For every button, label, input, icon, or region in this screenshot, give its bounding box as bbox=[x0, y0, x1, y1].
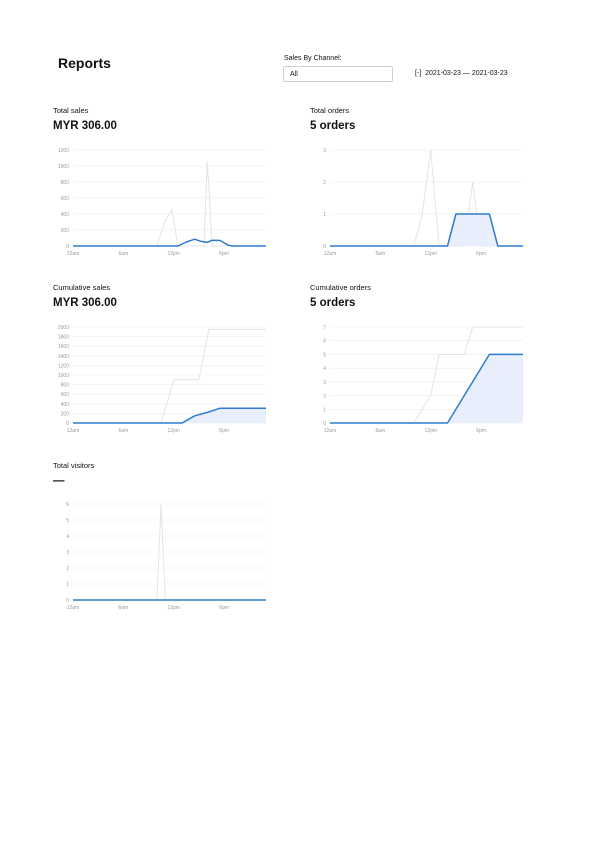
date-range-picker[interactable]: [-] 2021-03-23 — 2021-03-23 bbox=[415, 70, 508, 77]
sales-channel-select[interactable]: All bbox=[283, 66, 393, 82]
y-tick-label: 200 bbox=[61, 228, 70, 234]
current-series-line bbox=[73, 238, 266, 247]
y-tick-label: 6 bbox=[66, 502, 69, 508]
total-visitors-chart: 0 1 2 3 4 5 6 12am 6am 12pm 6pm bbox=[66, 502, 266, 611]
y-tick-label: 3 bbox=[323, 148, 326, 154]
card-value: — bbox=[53, 475, 65, 487]
x-tick-label: 6am bbox=[118, 605, 128, 611]
y-tick-label: 400 bbox=[61, 402, 70, 408]
card-title: Cumulative sales bbox=[53, 283, 111, 292]
y-tick-label: 6 bbox=[323, 339, 326, 345]
card-total-orders: Total orders 5 orders bbox=[310, 106, 525, 256]
card-cumulative-orders: Cumulative orders 5 orders bbox=[310, 283, 525, 433]
y-tick-label: 0 bbox=[323, 421, 326, 427]
x-tick-label: 6pm bbox=[219, 605, 229, 611]
x-tick-label: 6am bbox=[375, 251, 385, 257]
y-tick-label: 400 bbox=[61, 212, 70, 218]
x-tick-label: 12am bbox=[67, 428, 80, 434]
y-tick-label: 200 bbox=[61, 411, 70, 417]
x-tick-label: 12pm bbox=[167, 428, 180, 434]
y-tick-label: 800 bbox=[61, 383, 70, 389]
y-tick-label: 2 bbox=[323, 180, 326, 186]
y-tick-label: 800 bbox=[61, 180, 70, 186]
cumulative-sales-chart: 0 200 400 600 800 1000 1200 1400 1600 1800 2000 12a… bbox=[58, 325, 266, 434]
current-series-area bbox=[73, 408, 266, 423]
card-value: 5 orders bbox=[310, 297, 356, 309]
x-tick-label: 6pm bbox=[219, 251, 229, 257]
y-tick-label: 1600 bbox=[58, 344, 69, 350]
x-tick-label: 12pm bbox=[167, 251, 180, 257]
x-tick-label: 12pm bbox=[424, 428, 437, 434]
card-title: Total visitors bbox=[53, 461, 95, 470]
x-tick-label: 12am bbox=[324, 428, 337, 434]
card-title: Cumulative orders bbox=[310, 283, 371, 292]
x-tick-label: 12pm bbox=[424, 251, 437, 257]
current-series-line bbox=[330, 353, 523, 424]
y-tick-label: 1 bbox=[66, 582, 69, 588]
total-orders-chart: 0 1 2 3 12am 6am 12pm 6pm bbox=[323, 148, 523, 257]
y-tick-label: 600 bbox=[61, 392, 70, 398]
card-total-visitors: Total visitors — bbox=[53, 461, 268, 611]
y-tick-label: 1000 bbox=[58, 164, 69, 170]
y-tick-label: 1400 bbox=[58, 354, 69, 360]
x-tick-label: 6pm bbox=[219, 428, 229, 434]
y-tick-label: 2 bbox=[323, 394, 326, 400]
sales-by-channel-label: Sales By Channel: bbox=[284, 55, 342, 62]
x-tick-label: 6am bbox=[118, 428, 128, 434]
card-value: 5 orders bbox=[310, 120, 356, 132]
y-tick-label: 2000 bbox=[58, 325, 69, 331]
x-tick-label: 12am bbox=[324, 251, 337, 257]
y-tick-label: 3 bbox=[323, 380, 326, 386]
current-series-line bbox=[330, 213, 523, 247]
card-title: Total sales bbox=[53, 106, 89, 115]
card-value: MYR 306.00 bbox=[53, 120, 117, 132]
y-tick-label: 1800 bbox=[58, 335, 69, 341]
x-tick-label: 6am bbox=[118, 251, 128, 257]
x-tick-label: 12pm bbox=[167, 605, 180, 611]
current-series-line bbox=[73, 407, 266, 424]
x-tick-label: 6pm bbox=[476, 251, 486, 257]
comparison-series-line bbox=[73, 161, 266, 247]
y-tick-label: 4 bbox=[66, 534, 69, 540]
y-tick-label: 0 bbox=[323, 244, 326, 250]
card-title: Total orders bbox=[310, 106, 350, 115]
total-sales-chart: 0 200 400 600 800 1000 1200 12am 6am 12pm 6pm bbox=[58, 148, 266, 257]
y-tick-label: 1200 bbox=[58, 363, 69, 369]
y-tick-label: 1 bbox=[323, 407, 326, 413]
date-range-text: 2021-03-23 — 2021-03-23 bbox=[425, 70, 508, 77]
y-tick-label: 0 bbox=[66, 244, 69, 250]
page-title: Reports bbox=[58, 55, 111, 71]
y-tick-label: 600 bbox=[61, 196, 70, 202]
y-tick-label: 1200 bbox=[58, 148, 69, 154]
cumulative-orders-chart: 0 1 2 3 4 5 6 7 12am 6am 12pm 6pm bbox=[323, 325, 523, 434]
card-total-sales: Total sales MYR 306.00 bbox=[53, 106, 268, 256]
x-tick-label: 12am bbox=[67, 605, 80, 611]
card-value: MYR 306.00 bbox=[53, 297, 117, 309]
y-tick-label: 5 bbox=[323, 352, 326, 358]
calendar-icon: [-] bbox=[415, 70, 422, 77]
y-tick-label: 0 bbox=[66, 421, 69, 427]
y-tick-label: 2 bbox=[66, 566, 69, 572]
sales-channel-value: All bbox=[290, 71, 298, 78]
y-tick-label: 1000 bbox=[58, 373, 69, 379]
x-tick-label: 12am bbox=[67, 251, 80, 257]
x-tick-label: 6pm bbox=[476, 428, 486, 434]
current-series-area bbox=[330, 214, 523, 246]
current-series-area bbox=[330, 354, 523, 423]
y-tick-label: 0 bbox=[66, 598, 69, 604]
y-tick-label: 5 bbox=[66, 518, 69, 524]
y-tick-label: 4 bbox=[323, 366, 326, 372]
y-tick-label: 1 bbox=[323, 212, 326, 218]
x-tick-label: 6am bbox=[375, 428, 385, 434]
y-tick-label: 7 bbox=[323, 325, 326, 331]
card-cumulative-sales: Cumulative sales MYR 306.00 bbox=[53, 283, 268, 433]
y-tick-label: 3 bbox=[66, 550, 69, 556]
